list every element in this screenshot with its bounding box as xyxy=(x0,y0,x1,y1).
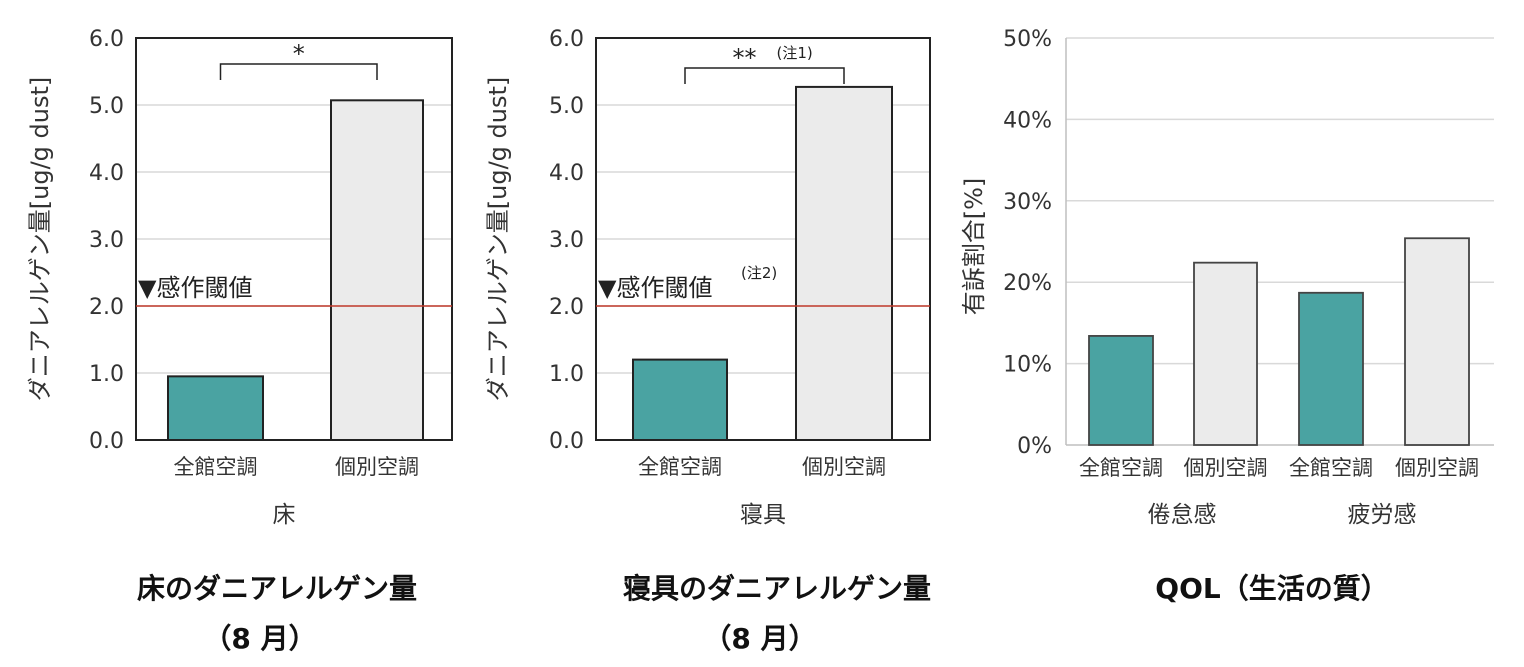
chart-caption: 寝具のダニアレルゲン量 xyxy=(623,572,931,605)
y-tick-label: 0% xyxy=(1017,434,1052,459)
y-tick-label: 5.0 xyxy=(89,94,124,119)
y-tick-label: 1.0 xyxy=(549,362,584,387)
y-tick-label: 2.0 xyxy=(549,295,584,320)
x-category-label: 個別空調 xyxy=(335,455,419,479)
chart-caption: 床のダニアレルゲン量 xyxy=(137,572,417,605)
significance-label: * xyxy=(293,40,305,68)
qol-chart: 0%10%20%30%40%50%有訴割合[%]全館空調 個別空調 全館空調 個別空調… xyxy=(960,27,1494,605)
y-tick-label: 40% xyxy=(1003,108,1052,133)
threshold-note: (注2) xyxy=(741,264,777,282)
x-group-label: 床 xyxy=(273,502,296,528)
allergen-chart-2: 0.0 1.0 2.0 3.0 4.0 5.0 6.0 ダニアレルゲン量[ug/g dust]… xyxy=(484,27,931,655)
x-category-label: 全館空調 xyxy=(1289,456,1373,480)
y-axis-label: 有訴割合[%] xyxy=(960,178,988,316)
bar-individual xyxy=(1193,261,1258,446)
y-tick-label: 0.0 xyxy=(89,429,124,454)
threshold-label: ▼感作閾値 xyxy=(138,274,252,302)
y-tick-label: 2.0 xyxy=(89,295,124,320)
chart-caption: QOL（生活の質） xyxy=(1155,572,1388,605)
plot-frame xyxy=(595,37,931,441)
y-tick-label: 3.0 xyxy=(89,228,124,253)
y-tick-label: 0.0 xyxy=(549,429,584,454)
x-category-label: 全館空調 xyxy=(174,455,258,479)
x-category-label: 個別空調 xyxy=(1395,456,1479,480)
x-group-label: 疲労感 xyxy=(1348,502,1417,528)
y-axis-label: ダニアレルゲン量[ug/g dust] xyxy=(26,77,54,401)
y-tick-label: 5.0 xyxy=(549,94,584,119)
x-category-label: 全館空調 xyxy=(638,455,722,479)
chart-caption-sub: （8 月） xyxy=(203,622,316,655)
bar-individual xyxy=(795,85,893,441)
bar-centralized xyxy=(1298,291,1364,446)
chart-caption-sub: （8 月） xyxy=(703,622,816,655)
bar-centralized xyxy=(632,358,728,442)
significance-label: ** xyxy=(733,44,757,72)
threshold-label: ▼感作閾値 xyxy=(598,274,712,302)
y-axis-label: ダニアレルゲン量[ug/g dust] xyxy=(484,77,512,401)
y-tick-label: 3.0 xyxy=(549,228,584,253)
y-tick-label: 50% xyxy=(1003,27,1052,52)
bar-individual xyxy=(330,99,424,441)
y-tick-label: 4.0 xyxy=(549,161,584,186)
y-tick-label: 6.0 xyxy=(549,27,584,52)
bar-centralized xyxy=(1088,335,1154,446)
y-tick-label: 10% xyxy=(1003,353,1052,378)
y-tick-label: 30% xyxy=(1003,190,1052,215)
bar-centralized xyxy=(167,375,264,442)
significance-bracket xyxy=(219,63,378,80)
allergen-chart-1: 0.0 1.0 2.0 3.0 4.0 5.0 6.0 ダニアレルゲン量[ug/g dust]… xyxy=(26,27,453,655)
y-tick-label: 4.0 xyxy=(89,161,124,186)
significance-bracket xyxy=(684,67,845,84)
bar-individual xyxy=(1404,237,1470,446)
plot-frame xyxy=(135,37,453,441)
x-category-label: 個別空調 xyxy=(802,455,886,479)
x-category-label: 個別空調 xyxy=(1184,456,1268,480)
y-tick-label: 1.0 xyxy=(89,362,124,387)
x-group-label: 倦怠感 xyxy=(1148,502,1217,528)
y-tick-label: 6.0 xyxy=(89,27,124,52)
x-group-label: 寝具 xyxy=(740,502,786,528)
y-tick-label: 20% xyxy=(1003,271,1052,296)
x-category-label: 全館空調 xyxy=(1079,456,1163,480)
significance-note: (注1) xyxy=(777,44,813,62)
